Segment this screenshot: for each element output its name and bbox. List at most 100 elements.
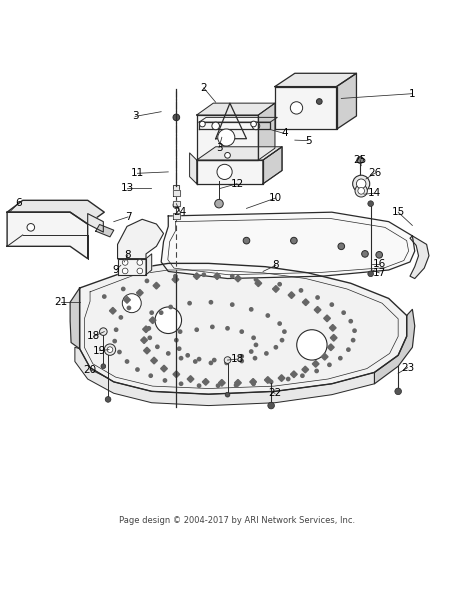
Polygon shape: [173, 201, 180, 206]
Circle shape: [137, 259, 143, 265]
Circle shape: [290, 102, 302, 114]
Polygon shape: [197, 160, 263, 184]
Circle shape: [193, 359, 198, 364]
Circle shape: [212, 122, 219, 130]
Text: 22: 22: [268, 389, 282, 398]
Circle shape: [215, 199, 223, 208]
Text: 9: 9: [113, 265, 119, 275]
Polygon shape: [410, 236, 429, 278]
Circle shape: [348, 319, 353, 324]
Text: 18: 18: [87, 331, 100, 342]
Circle shape: [286, 377, 291, 381]
Circle shape: [217, 164, 232, 180]
Polygon shape: [88, 214, 103, 232]
Circle shape: [362, 250, 368, 257]
Polygon shape: [216, 103, 246, 139]
Circle shape: [327, 362, 332, 367]
Circle shape: [226, 357, 231, 362]
Bar: [255, 280, 262, 287]
Text: 21: 21: [54, 298, 67, 307]
Circle shape: [147, 336, 152, 340]
Circle shape: [346, 347, 351, 352]
Circle shape: [352, 328, 357, 333]
Circle shape: [122, 268, 128, 274]
Circle shape: [368, 271, 374, 277]
Circle shape: [179, 356, 183, 361]
Circle shape: [239, 329, 244, 334]
Text: 24: 24: [173, 207, 187, 217]
Circle shape: [230, 274, 235, 278]
Bar: [250, 378, 256, 385]
Polygon shape: [75, 347, 374, 406]
Circle shape: [200, 121, 205, 127]
Circle shape: [177, 346, 182, 351]
Circle shape: [268, 402, 274, 409]
Circle shape: [265, 313, 270, 318]
Circle shape: [251, 121, 256, 127]
Circle shape: [163, 378, 167, 383]
Circle shape: [117, 350, 122, 355]
Circle shape: [280, 338, 284, 343]
Text: 20: 20: [83, 365, 97, 374]
Bar: [202, 378, 209, 385]
Circle shape: [277, 321, 282, 326]
Polygon shape: [161, 212, 415, 278]
Bar: [314, 306, 321, 313]
Circle shape: [234, 383, 238, 387]
Bar: [329, 324, 336, 331]
Bar: [172, 276, 179, 283]
Bar: [235, 275, 241, 282]
Text: 10: 10: [269, 193, 283, 203]
Circle shape: [376, 252, 383, 258]
Bar: [161, 365, 167, 372]
Circle shape: [185, 353, 190, 358]
Circle shape: [173, 274, 178, 278]
Polygon shape: [190, 153, 197, 184]
Text: 1: 1: [409, 89, 416, 99]
Polygon shape: [173, 184, 179, 194]
Polygon shape: [70, 288, 80, 349]
Circle shape: [338, 243, 345, 250]
Circle shape: [291, 237, 297, 244]
Bar: [273, 286, 279, 292]
Circle shape: [194, 327, 199, 332]
Circle shape: [122, 259, 128, 265]
Circle shape: [368, 201, 374, 206]
Text: 3: 3: [216, 143, 222, 153]
Text: 26: 26: [368, 168, 381, 178]
Circle shape: [317, 99, 322, 104]
Bar: [288, 292, 295, 299]
Circle shape: [209, 361, 213, 365]
Circle shape: [173, 202, 180, 208]
Bar: [144, 347, 150, 354]
Circle shape: [107, 347, 113, 352]
Circle shape: [105, 396, 111, 402]
Circle shape: [118, 315, 123, 320]
Polygon shape: [197, 103, 275, 115]
Circle shape: [173, 114, 180, 121]
Bar: [149, 317, 156, 324]
Bar: [264, 377, 271, 383]
Text: 13: 13: [120, 183, 134, 193]
Polygon shape: [337, 73, 356, 129]
Circle shape: [174, 338, 179, 343]
Circle shape: [264, 351, 269, 356]
Circle shape: [148, 373, 153, 378]
Circle shape: [329, 302, 334, 307]
Circle shape: [179, 381, 183, 386]
Polygon shape: [80, 264, 407, 394]
Polygon shape: [7, 201, 104, 224]
Circle shape: [137, 268, 143, 274]
Circle shape: [127, 306, 131, 311]
Circle shape: [102, 294, 107, 299]
Text: 18: 18: [230, 354, 244, 364]
Circle shape: [239, 354, 244, 359]
Text: 11: 11: [131, 168, 144, 178]
Circle shape: [114, 327, 118, 332]
Circle shape: [125, 359, 129, 364]
Polygon shape: [7, 212, 88, 259]
Text: 5: 5: [305, 136, 311, 146]
Circle shape: [252, 122, 260, 130]
Circle shape: [197, 357, 201, 362]
Polygon shape: [275, 86, 337, 129]
